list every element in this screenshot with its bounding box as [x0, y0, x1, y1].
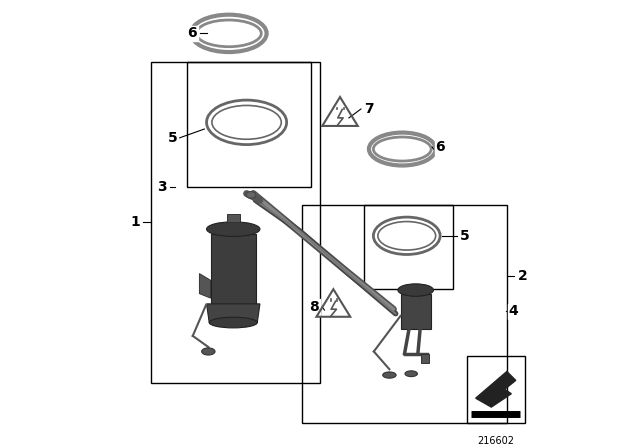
Text: 7: 7: [364, 102, 374, 116]
Ellipse shape: [246, 192, 256, 198]
Polygon shape: [476, 371, 516, 407]
Text: 6: 6: [435, 140, 445, 154]
Polygon shape: [227, 214, 240, 223]
Text: 8: 8: [309, 300, 319, 314]
Text: 3: 3: [157, 180, 167, 194]
Polygon shape: [401, 293, 431, 329]
Polygon shape: [207, 304, 260, 323]
Polygon shape: [211, 233, 256, 306]
Text: 5: 5: [168, 131, 177, 145]
Polygon shape: [421, 353, 429, 362]
Ellipse shape: [202, 348, 215, 355]
Text: 4: 4: [509, 305, 518, 319]
Text: 1: 1: [131, 215, 140, 229]
Text: 2: 2: [518, 269, 527, 283]
Ellipse shape: [398, 284, 433, 296]
Polygon shape: [200, 274, 211, 298]
Ellipse shape: [383, 372, 396, 378]
Ellipse shape: [209, 317, 257, 328]
Ellipse shape: [207, 222, 260, 237]
Text: 6: 6: [188, 26, 197, 40]
Ellipse shape: [405, 371, 417, 377]
Text: 216602: 216602: [477, 436, 514, 446]
Text: 5: 5: [460, 229, 470, 243]
